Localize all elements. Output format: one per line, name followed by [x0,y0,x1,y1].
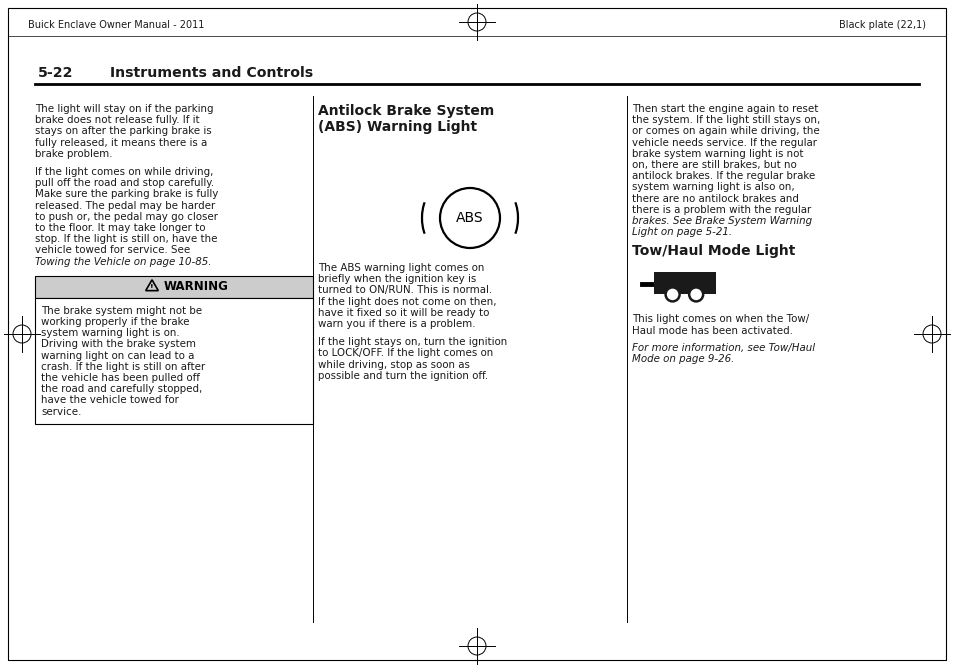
Text: have it fixed so it will be ready to: have it fixed so it will be ready to [317,308,489,318]
Text: antilock brakes. If the regular brake: antilock brakes. If the regular brake [631,171,815,181]
Text: to push or, the pedal may go closer: to push or, the pedal may go closer [35,212,218,222]
Text: The brake system might not be: The brake system might not be [41,306,202,316]
Text: The light will stay on if the parking: The light will stay on if the parking [35,104,213,114]
Text: Buick Enclave Owner Manual - 2011: Buick Enclave Owner Manual - 2011 [28,20,204,30]
Text: This light comes on when the Tow/: This light comes on when the Tow/ [631,315,808,325]
Text: Towing the Vehicle on page 10-85.: Towing the Vehicle on page 10-85. [35,257,212,267]
Text: brake does not release fully. If it: brake does not release fully. If it [35,115,199,125]
Text: Instruments and Controls: Instruments and Controls [110,66,313,80]
Text: possible and turn the ignition off.: possible and turn the ignition off. [317,371,488,381]
Text: vehicle towed for service. See: vehicle towed for service. See [35,245,190,255]
Text: Mode on page 9-26.: Mode on page 9-26. [631,354,734,364]
Text: If the light does not come on then,: If the light does not come on then, [317,297,496,307]
Text: Light on page 5-21.: Light on page 5-21. [631,227,731,237]
Text: If the light stays on, turn the ignition: If the light stays on, turn the ignition [317,337,507,347]
Text: !: ! [150,285,153,293]
Text: there is a problem with the regular: there is a problem with the regular [631,205,810,215]
Text: system warning light is on.: system warning light is on. [41,328,179,338]
Text: stays on after the parking brake is: stays on after the parking brake is [35,126,212,136]
Bar [35,276,313,298]
Text: WARNING: WARNING [164,280,229,293]
Text: Driving with the brake system: Driving with the brake system [41,339,195,349]
Text: brake system warning light is not: brake system warning light is not [631,149,802,159]
Text: system warning light is also on,: system warning light is also on, [631,182,794,192]
Text: the vehicle has been pulled off: the vehicle has been pulled off [41,373,200,383]
Text: Tow/Haul Mode Light: Tow/Haul Mode Light [631,244,795,259]
Text: Haul mode has been activated.: Haul mode has been activated. [631,325,792,335]
Text: fully released, it means there is a: fully released, it means there is a [35,138,207,148]
Circle shape [688,287,702,301]
Text: 5-22: 5-22 [38,66,73,80]
Text: For more information, see Tow/Haul: For more information, see Tow/Haul [631,343,814,353]
Text: vehicle needs service. If the regular: vehicle needs service. If the regular [631,138,816,148]
Text: brakes. See Brake System Warning: brakes. See Brake System Warning [631,216,811,226]
Text: brake problem.: brake problem. [35,149,112,159]
Text: warning light on can lead to a: warning light on can lead to a [41,351,194,361]
Text: or comes on again while driving, the: or comes on again while driving, the [631,126,819,136]
Text: If the light comes on while driving,: If the light comes on while driving, [35,167,213,177]
Text: to the floor. It may take longer to: to the floor. It may take longer to [35,223,205,233]
Text: Antilock Brake System
(ABS) Warning Light: Antilock Brake System (ABS) Warning Ligh… [317,104,494,134]
Text: ABS: ABS [456,211,483,225]
Text: warn you if there is a problem.: warn you if there is a problem. [317,319,475,329]
Text: working properly if the brake: working properly if the brake [41,317,190,327]
Text: service.: service. [41,407,81,417]
Text: on, there are still brakes, but no: on, there are still brakes, but no [631,160,796,170]
Text: while driving, stop as soon as: while driving, stop as soon as [317,359,470,369]
Bar [35,298,313,424]
Text: the system. If the light still stays on,: the system. If the light still stays on, [631,115,820,125]
Text: released. The pedal may be harder: released. The pedal may be harder [35,200,215,210]
Text: briefly when the ignition key is: briefly when the ignition key is [317,274,476,284]
Text: stop. If the light is still on, have the: stop. If the light is still on, have the [35,234,217,244]
Text: crash. If the light is still on after: crash. If the light is still on after [41,362,205,372]
Text: Then start the engine again to reset: Then start the engine again to reset [631,104,818,114]
Text: there are no antilock brakes and: there are no antilock brakes and [631,194,798,204]
Text: Black plate (22,1): Black plate (22,1) [838,20,925,30]
Text: to LOCK/OFF. If the light comes on: to LOCK/OFF. If the light comes on [317,349,493,359]
Text: turned to ON/RUN. This is normal.: turned to ON/RUN. This is normal. [317,285,492,295]
Text: Make sure the parking brake is fully: Make sure the parking brake is fully [35,190,218,200]
Text: the road and carefully stopped,: the road and carefully stopped, [41,384,202,394]
Text: pull off the road and stop carefully.: pull off the road and stop carefully. [35,178,213,188]
Text: have the vehicle towed for: have the vehicle towed for [41,395,179,405]
Bar [654,273,716,295]
Circle shape [665,287,679,301]
Text: The ABS warning light comes on: The ABS warning light comes on [317,263,484,273]
